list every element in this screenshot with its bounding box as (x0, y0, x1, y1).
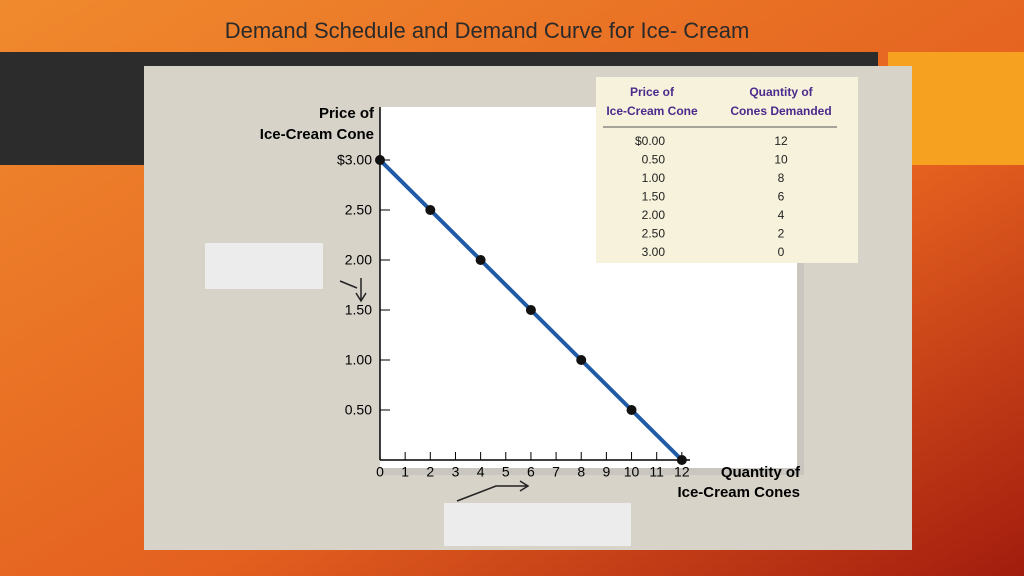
x-tick-label: 6 (527, 464, 535, 480)
table-cell: 4 (778, 208, 785, 222)
table-box (596, 77, 858, 263)
table-cell: 0 (778, 245, 785, 259)
x-axis-label: Quantity of (721, 464, 801, 481)
slide-title: Demand Schedule and Demand Curve for Ice… (225, 18, 750, 43)
y-tick-label: 2.50 (345, 202, 372, 218)
x-tick-label: 9 (602, 464, 610, 480)
table-cell: 0.50 (642, 153, 666, 167)
table-cell: 8 (778, 171, 785, 185)
x-tick-label: 12 (674, 464, 690, 480)
table-cell: 6 (778, 190, 785, 204)
table-header: Quantity of (749, 85, 813, 99)
data-point (475, 255, 486, 265)
x-tick-label: 10 (624, 464, 640, 480)
annotation-arrow (456, 480, 530, 502)
annotation-box (444, 503, 631, 546)
x-tick-label: 1 (401, 464, 409, 480)
table-header: Price of (630, 85, 675, 99)
y-tick-label: 1.00 (345, 352, 372, 368)
y-tick-label: $3.00 (337, 152, 372, 168)
x-tick-label: 4 (477, 464, 485, 480)
table-cell: 2.50 (642, 227, 666, 241)
table-cell: 1.00 (642, 171, 666, 185)
table-cell: 1.50 (642, 190, 666, 204)
x-tick-label: 0 (376, 464, 384, 480)
table-cell: 10 (774, 153, 788, 167)
x-tick-label: 3 (452, 464, 460, 480)
data-point (525, 305, 536, 315)
y-tick-label: 2.00 (345, 252, 372, 268)
table-header: Ice-Cream Cone (606, 104, 698, 118)
y-axis-label: Price of (319, 105, 375, 122)
table-header: Cones Demanded (730, 104, 831, 118)
x-tick-label: 7 (552, 464, 560, 480)
x-tick-label: 5 (502, 464, 510, 480)
annotation-box (205, 243, 323, 289)
y-tick-label: 1.50 (345, 302, 372, 318)
table-cell: 3.00 (642, 245, 666, 259)
data-point (576, 355, 587, 365)
y-axis-label: Ice-Cream Cone (260, 126, 374, 143)
data-point (676, 455, 687, 465)
annotation-arrow (339, 278, 367, 303)
x-tick-label: 11 (649, 464, 664, 480)
data-point (375, 155, 385, 165)
table-cell: 2 (778, 227, 785, 241)
data-point (425, 205, 436, 215)
table-cell: 2.00 (642, 208, 666, 222)
x-tick-label: 2 (426, 464, 434, 480)
y-tick-label: 0.50 (345, 402, 372, 418)
x-axis-label: Ice-Cream Cones (677, 484, 800, 501)
x-tick-label: 8 (577, 464, 585, 480)
table-cell: 12 (774, 134, 788, 148)
table: Price of Ice-Cream Cone Quantity of Cones D… (606, 85, 831, 259)
data-point (626, 405, 637, 415)
table-cell: $0.00 (635, 134, 665, 148)
